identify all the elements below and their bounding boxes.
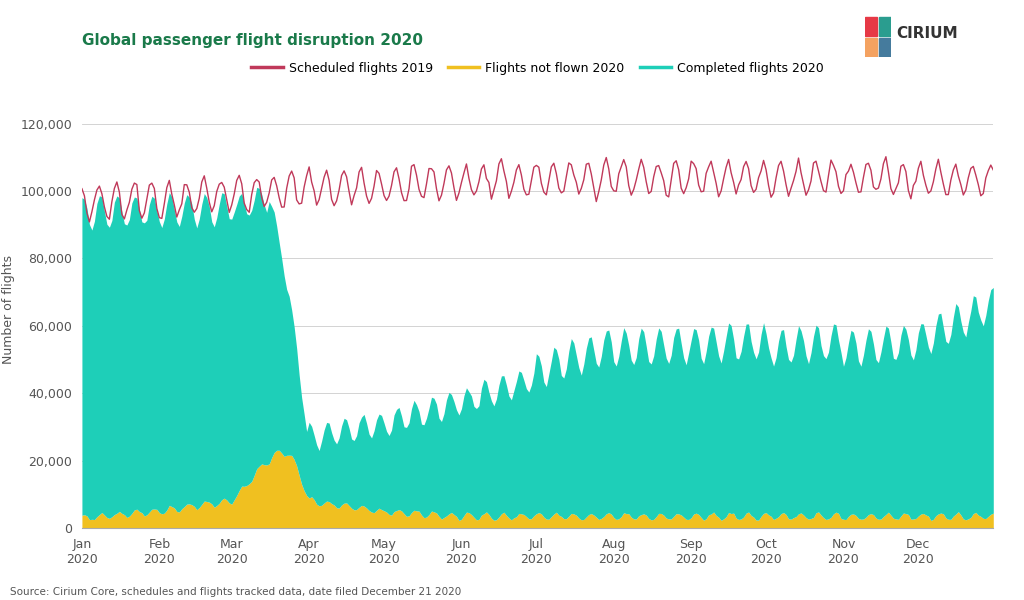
Y-axis label: Number of flights: Number of flights (2, 254, 14, 364)
Bar (865, 38, 877, 57)
Text: Global passenger flight disruption 2020: Global passenger flight disruption 2020 (82, 33, 423, 48)
Bar (880, 17, 891, 36)
Legend: Scheduled flights 2019, Flights not flown 2020, Completed flights 2020: Scheduled flights 2019, Flights not flow… (247, 57, 828, 80)
Bar (865, 17, 877, 36)
Text: Source: Cirium Core, schedules and flights tracked data, date filed December 21 : Source: Cirium Core, schedules and fligh… (10, 587, 462, 597)
Bar (880, 38, 891, 57)
Text: CIRIUM: CIRIUM (896, 25, 957, 40)
